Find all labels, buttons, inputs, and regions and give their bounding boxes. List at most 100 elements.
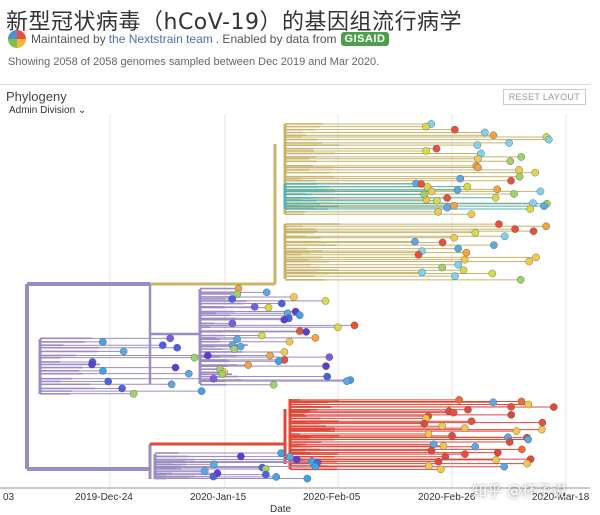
axis-tick: 03 xyxy=(3,492,15,503)
tip-marker xyxy=(507,411,516,419)
tip-marker xyxy=(311,462,320,471)
gisaid-logo[interactable]: GISAID xyxy=(340,32,390,46)
tip-marker xyxy=(286,452,294,461)
tip-marker xyxy=(272,473,281,481)
nextstrain-team-link[interactable]: the Nextstrain team xyxy=(108,32,213,46)
tip-marker xyxy=(280,315,288,324)
tip-marker xyxy=(518,445,526,454)
tip-marker xyxy=(185,369,193,378)
tip-marker xyxy=(420,190,428,199)
nextstrain-logo-icon xyxy=(8,30,26,48)
tip-marker xyxy=(467,210,476,219)
tip-marker xyxy=(437,465,445,474)
tip-marker xyxy=(158,341,167,350)
tip-marker xyxy=(266,351,274,360)
tip-marker xyxy=(99,338,107,346)
tip-marker xyxy=(350,321,359,330)
tip-marker xyxy=(434,208,442,216)
tip-marker xyxy=(471,442,480,451)
tip-marker xyxy=(506,157,515,166)
tip-marker xyxy=(244,361,253,369)
tip-marker xyxy=(264,303,273,312)
tip-marker xyxy=(505,139,513,147)
tip-marker xyxy=(462,248,471,257)
phylogeny-tree[interactable]: 03 2019-Dec-24 2020-Jan-15 2020-Feb-05 2… xyxy=(0,84,590,514)
tip-marker xyxy=(474,163,482,172)
tip-marker xyxy=(451,272,459,280)
tip-marker xyxy=(488,269,497,278)
tip-marker xyxy=(460,424,469,432)
tip-marker xyxy=(500,232,509,241)
tip-marker xyxy=(511,225,519,233)
tip-marker xyxy=(460,255,469,264)
tip-marker xyxy=(311,334,320,342)
tip-marker xyxy=(517,153,526,161)
tip-marker xyxy=(455,396,464,404)
tip-marker xyxy=(190,353,199,362)
tip-marker xyxy=(129,389,138,398)
tip-marker xyxy=(450,233,458,242)
tip-marker xyxy=(236,342,245,351)
tip-marker xyxy=(167,380,176,389)
tip-marker xyxy=(507,176,515,185)
tip-marker xyxy=(422,147,430,155)
tip-marker xyxy=(343,377,351,385)
tip-marker xyxy=(467,417,476,426)
tip-marker xyxy=(277,299,286,308)
tip-marker xyxy=(414,250,423,259)
tip-marker xyxy=(269,380,278,389)
tip-marker xyxy=(325,353,334,361)
tip-marker xyxy=(536,187,545,196)
tip-marker xyxy=(274,357,283,366)
color-by-label: Admin Division xyxy=(9,105,76,116)
tip-marker xyxy=(334,323,342,332)
tip-marker xyxy=(495,220,503,228)
tip-marker xyxy=(424,462,433,470)
tip-marker xyxy=(459,266,468,275)
tip-marker xyxy=(427,446,436,455)
tip-marker xyxy=(433,196,441,205)
tip-marker xyxy=(510,190,518,198)
tip-marker xyxy=(424,430,433,438)
tip-marker xyxy=(500,462,509,471)
tip-marker xyxy=(489,131,498,140)
tip-marker xyxy=(321,297,330,305)
reset-layout-button[interactable]: RESET LAYOUT xyxy=(502,89,586,105)
tip-marker xyxy=(529,227,538,235)
tip-marker xyxy=(209,374,218,383)
tip-marker xyxy=(454,260,463,269)
panel-title: Phylogeny xyxy=(6,89,67,104)
tip-marker xyxy=(432,144,441,153)
tip-marker xyxy=(237,452,245,461)
tip-marker xyxy=(524,435,532,444)
tip-marker xyxy=(209,472,218,481)
maintainer-line: Maintained by the Nextstrain team . Enab… xyxy=(8,30,390,48)
tip-marker xyxy=(292,455,301,464)
tip-marker xyxy=(474,154,482,163)
tip-marker xyxy=(104,377,112,386)
tip-marker xyxy=(492,456,500,464)
tip-marker xyxy=(280,348,289,356)
tip-marker xyxy=(544,135,553,144)
chevron-down-icon: ⌄ xyxy=(77,105,87,116)
tip-marker xyxy=(549,403,558,411)
tip-marker xyxy=(516,276,525,284)
color-by-dropdown[interactable]: Admin Division ⌄ xyxy=(9,105,86,116)
tip-marker xyxy=(233,290,242,298)
tip-marker xyxy=(456,174,465,183)
tip-marker xyxy=(505,438,514,446)
tip-marker xyxy=(532,253,540,262)
tip-marker xyxy=(538,418,547,427)
tip-marker xyxy=(420,419,429,428)
tip-marker xyxy=(480,128,489,137)
tip-marker xyxy=(464,405,472,414)
tip-marker xyxy=(285,337,294,346)
watermark: 知乎 @杯子说 xyxy=(472,482,567,500)
tip-marker xyxy=(295,311,304,320)
tip-marker xyxy=(463,182,472,191)
tip-marker xyxy=(427,187,436,196)
tip-marker xyxy=(512,427,521,435)
tip-marker xyxy=(173,343,181,352)
tip-marker xyxy=(277,449,285,457)
tip-marker xyxy=(417,180,425,188)
